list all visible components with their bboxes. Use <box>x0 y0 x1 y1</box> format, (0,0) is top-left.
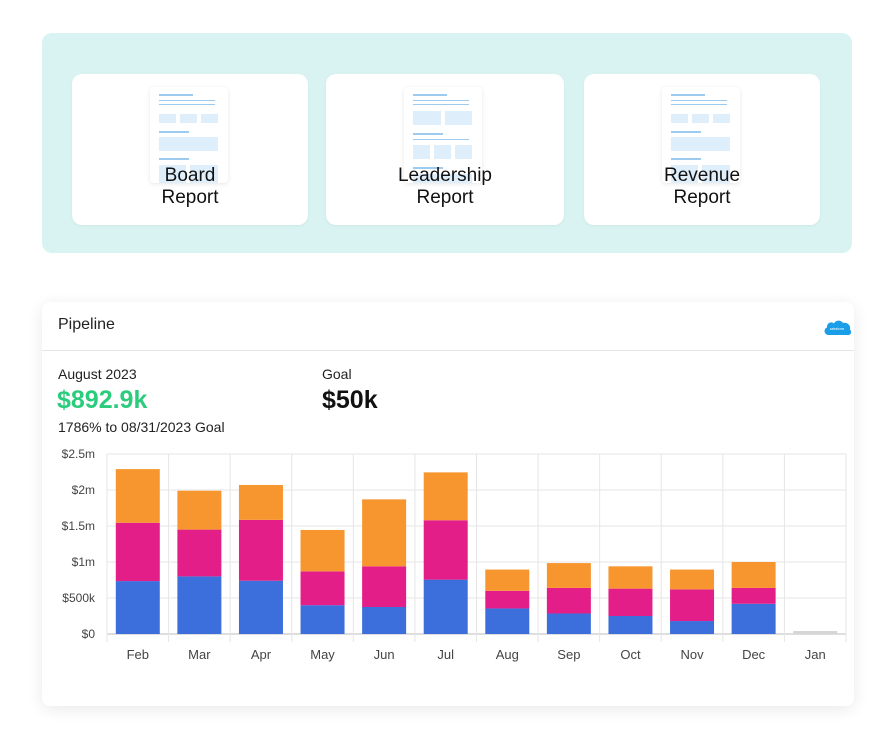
bar-segment <box>177 576 222 634</box>
bar-segment <box>608 616 653 634</box>
x-tick-label: Jul <box>437 647 454 662</box>
reports-panel: Board Report Leadership Report <box>42 33 852 253</box>
bar-segment <box>608 588 653 616</box>
report-label-line1: Leadership <box>397 165 493 186</box>
bar-segment <box>423 520 468 580</box>
x-tick-label: Jan <box>805 647 826 662</box>
period-label: August 2023 <box>58 366 137 382</box>
bar-segment <box>670 589 715 622</box>
bar-segment <box>362 499 407 567</box>
pipeline-title: Pipeline <box>58 316 115 333</box>
report-label-line2: Report <box>673 187 731 208</box>
x-tick-label: Sep <box>557 647 580 662</box>
bar-segment <box>546 563 591 588</box>
bar-segment <box>362 566 407 607</box>
bar-segment <box>731 587 776 604</box>
bar-segment-empty <box>793 631 838 634</box>
report-label-line1: Revenue <box>663 165 741 186</box>
svg-text:salesforce: salesforce <box>830 327 845 331</box>
x-tick-label: Mar <box>188 647 211 662</box>
bar-segment <box>485 569 530 591</box>
bar-segment <box>485 590 530 609</box>
report-label: Board Report <box>72 165 308 209</box>
report-label-line1: Board <box>164 165 216 186</box>
leadership-report-card[interactable]: Leadership Report <box>326 74 564 225</box>
bar-segment <box>238 484 283 520</box>
pipeline-chart: $0 $500k $1m $1.5m $2m $2.5m Feb Mar Apr May Jun Ju… <box>62 447 847 662</box>
salesforce-cloud-icon: salesforce <box>824 320 852 336</box>
y-tick-label: $2.5m <box>62 447 95 461</box>
x-tick-label: Jun <box>374 647 395 662</box>
document-icon <box>150 87 228 183</box>
x-tick-label: May <box>310 647 335 662</box>
y-tick-label: $500k <box>62 591 96 605</box>
y-tick-label: $1m <box>72 555 95 569</box>
y-tick-label: $0 <box>82 627 96 641</box>
bar-segment <box>115 522 160 582</box>
bar-segment <box>670 621 715 634</box>
bar-segment <box>608 566 653 589</box>
report-label-line2: Report <box>416 187 474 208</box>
report-label-line2: Report <box>161 187 219 208</box>
document-icon <box>662 87 740 183</box>
pipeline-card: Pipeline salesforce August 2023 $892.9k … <box>42 302 854 706</box>
bar-segment <box>238 519 283 581</box>
bar-segment <box>670 569 715 590</box>
goal-value: $50k <box>322 386 378 414</box>
y-tick-label: $1.5m <box>62 519 95 533</box>
x-tick-label: Feb <box>127 647 149 662</box>
revenue-report-card[interactable]: Revenue Report <box>584 74 820 225</box>
bar-segment <box>731 603 776 634</box>
x-tick-label: Apr <box>251 647 272 662</box>
bar-segment <box>300 529 345 572</box>
y-tick-label: $2m <box>72 483 95 497</box>
goal-label: Goal <box>322 366 352 382</box>
x-tick-label: Aug <box>496 647 519 662</box>
pipeline-amount: $892.9k <box>57 386 148 414</box>
x-tick-label: Oct <box>620 647 641 662</box>
bar-segment <box>177 529 222 577</box>
report-label: Leadership Report <box>326 165 564 209</box>
goal-progress-text: 1786% to 08/31/2023 Goal <box>58 419 225 435</box>
bar-segment <box>115 581 160 634</box>
document-icon <box>404 87 482 183</box>
bar-segment <box>300 571 345 606</box>
bar-segment <box>485 608 530 634</box>
bar-segment <box>362 607 407 634</box>
x-tick-label: Dec <box>742 647 766 662</box>
bar-segment <box>423 579 468 634</box>
pipeline-header: Pipeline salesforce <box>42 302 854 351</box>
x-tick-label: Nov <box>680 647 704 662</box>
bar-segment <box>423 472 468 521</box>
bar-segment <box>115 469 160 523</box>
bar-segment <box>731 562 776 588</box>
report-label: Revenue Report <box>584 165 820 209</box>
board-report-card[interactable]: Board Report <box>72 74 308 225</box>
bar-segment <box>238 580 283 634</box>
bar-segment <box>546 587 591 614</box>
bar-segment <box>546 613 591 634</box>
bar-segment <box>177 490 222 530</box>
bar-segment <box>300 605 345 634</box>
